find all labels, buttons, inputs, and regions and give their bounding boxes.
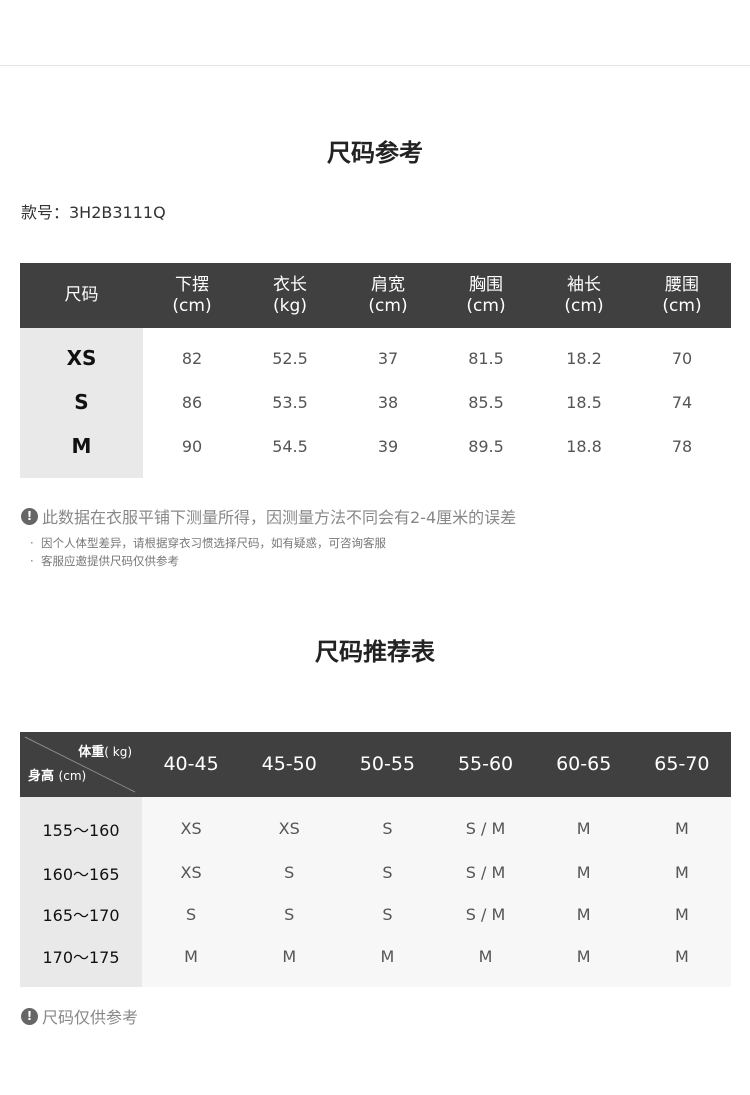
table-cell: 90: [143, 424, 241, 478]
table-cell: M: [534, 852, 633, 894]
table-row: M 90 54.5 39 89.5 18.8 78: [20, 424, 731, 478]
size-label: M: [20, 424, 143, 478]
column-header: 尺码: [20, 263, 143, 328]
table-cell: S: [142, 893, 241, 935]
top-divider: [0, 65, 750, 66]
reference-note: ! 尺码仅供参考: [21, 1004, 138, 1028]
column-header: 胸围 (cm): [437, 263, 535, 328]
table-row: S 86 53.5 38 85.5 18.5 74: [20, 380, 731, 424]
table-cell: 18.5: [535, 380, 633, 424]
table-row: XS 82 52.5 37 81.5 18.2 70: [20, 328, 731, 380]
bullet-2: · 客服应邀提供尺码仅供参考: [30, 554, 179, 568]
weight-range-header: 50-55: [338, 732, 437, 797]
table-cell: 81.5: [437, 328, 535, 380]
table-cell: M: [534, 935, 633, 987]
table-cell: 54.5: [241, 424, 339, 478]
table-cell: 18.8: [535, 424, 633, 478]
table-cell: 85.5: [437, 380, 535, 424]
column-header: 衣长 (kg): [241, 263, 339, 328]
table-cell: 52.5: [241, 328, 339, 380]
size-label: XS: [20, 328, 143, 380]
size-label: S: [20, 380, 143, 424]
size-reference-table: 尺码 下摆 (cm) 衣长 (kg) 肩宽 (cm) 胸围 (cm) 袖长 (cm) 腰围 …: [20, 263, 731, 478]
table-cell: M: [534, 797, 633, 852]
table-cell: S: [240, 852, 339, 894]
height-range-label: 165～170: [20, 893, 142, 935]
weight-range-header: 60-65: [534, 732, 633, 797]
table-cell: M: [534, 893, 633, 935]
table-cell: 39: [339, 424, 437, 478]
table-cell: S / M: [436, 893, 535, 935]
height-range-label: 170～175: [20, 935, 142, 987]
table-cell: M: [632, 797, 731, 852]
table-cell: S: [338, 852, 437, 894]
note-text: 此数据在衣服平铺下测量所得，因测量方法不同会有2-4厘米的误差: [42, 508, 517, 527]
exclamation-icon: !: [21, 507, 38, 525]
table-cell: M: [632, 893, 731, 935]
table-cell: M: [632, 852, 731, 894]
table-cell: 53.5: [241, 380, 339, 424]
height-range-label: 155～160: [20, 797, 142, 852]
style-number: 款号：3H2B3111Q: [21, 203, 166, 222]
table-cell: S: [240, 893, 339, 935]
exclamation-icon: !: [21, 1007, 38, 1025]
weight-range-header: 40-45: [142, 732, 241, 797]
height-range-label: 160～165: [20, 852, 142, 894]
table-cell: XS: [142, 852, 241, 894]
table-cell: M: [142, 935, 241, 987]
table-cell: 38: [339, 380, 437, 424]
table-cell: 18.2: [535, 328, 633, 380]
weight-label: 体重( kg): [78, 745, 132, 760]
size-recommend-title: 尺码推荐表: [315, 638, 435, 666]
table-cell: S / M: [436, 852, 535, 894]
bullet-text: 客服应邀提供尺码仅供参考: [40, 554, 179, 568]
note-text: 尺码仅供参考: [42, 1008, 139, 1027]
weight-range-header: 45-50: [240, 732, 339, 797]
table-cell: 37: [339, 328, 437, 380]
table-cell: XS: [142, 797, 241, 852]
bullet-text: 因个人体型差异，请根据穿衣习惯选择尺码，如有疑惑，可咨询客服: [40, 536, 386, 550]
column-header: 肩宽 (cm): [339, 263, 437, 328]
table-cell: 82: [143, 328, 241, 380]
column-header: 腰围 (cm): [633, 263, 731, 328]
weight-range-header: 65-70: [632, 732, 731, 797]
column-header: 袖长 (cm): [535, 263, 633, 328]
table-cell: M: [338, 935, 437, 987]
bullet-1: · 因个人体型差异，请根据穿衣习惯选择尺码，如有疑惑，可咨询客服: [30, 536, 386, 550]
weight-range-header: 55-60: [436, 732, 535, 797]
height-label: 身高 (cm): [28, 769, 87, 784]
table-cell: S: [338, 893, 437, 935]
table-cell: 70: [633, 328, 731, 380]
size-recommend-table: 体重( kg) 身高 (cm) 40-45 45-50 50-55 55-60 60-6…: [20, 732, 731, 987]
table-cell: XS: [240, 797, 339, 852]
table-row: 170～175 M M M M M M: [20, 935, 731, 987]
table-cell: 74: [633, 380, 731, 424]
table-cell: M: [436, 935, 535, 987]
size-reference-title: 尺码参考: [327, 139, 423, 167]
table-cell: 89.5: [437, 424, 535, 478]
table-cell: M: [240, 935, 339, 987]
table-cell: M: [632, 935, 731, 987]
measurement-note: ! 此数据在衣服平铺下测量所得，因测量方法不同会有2-4厘米的误差: [21, 504, 516, 528]
corner-header: 体重( kg) 身高 (cm): [20, 732, 142, 797]
table-cell: S / M: [436, 797, 535, 852]
column-header: 下摆 (cm): [143, 263, 241, 328]
table-cell: 78: [633, 424, 731, 478]
table-cell: S: [338, 797, 437, 852]
table-cell: 86: [143, 380, 241, 424]
